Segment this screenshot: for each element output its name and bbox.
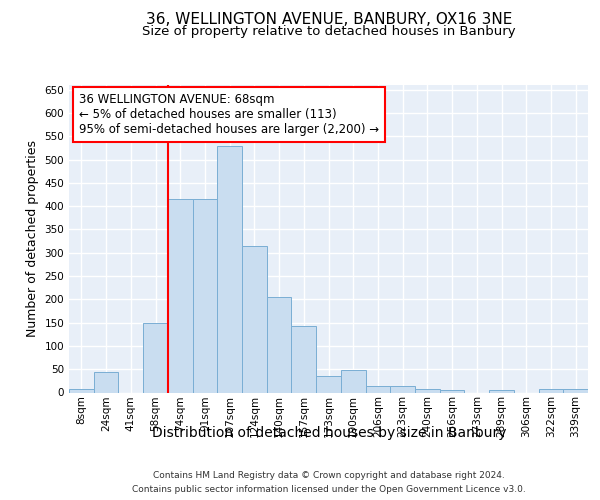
Bar bbox=[539, 389, 563, 392]
Text: Contains HM Land Registry data © Crown copyright and database right 2024.: Contains HM Land Registry data © Crown c… bbox=[153, 472, 505, 480]
Bar bbox=[168, 199, 193, 392]
Text: Size of property relative to detached houses in Banbury: Size of property relative to detached ho… bbox=[142, 25, 515, 38]
Text: Contains public sector information licensed under the Open Government Licence v3: Contains public sector information licen… bbox=[132, 484, 526, 494]
Text: 36 WELLINGTON AVENUE: 68sqm
← 5% of detached houses are smaller (113)
95% of sem: 36 WELLINGTON AVENUE: 68sqm ← 5% of deta… bbox=[79, 92, 380, 136]
Bar bbox=[267, 297, 292, 392]
Text: 36, WELLINGTON AVENUE, BANBURY, OX16 3NE: 36, WELLINGTON AVENUE, BANBURY, OX16 3NE bbox=[146, 12, 512, 28]
Bar bbox=[390, 386, 415, 392]
Bar bbox=[365, 386, 390, 392]
Bar bbox=[415, 389, 440, 392]
Bar bbox=[143, 322, 168, 392]
Bar bbox=[242, 246, 267, 392]
Bar bbox=[440, 390, 464, 392]
Bar bbox=[341, 370, 365, 392]
Text: Distribution of detached houses by size in Banbury: Distribution of detached houses by size … bbox=[152, 426, 506, 440]
Bar bbox=[94, 372, 118, 392]
Bar bbox=[489, 390, 514, 392]
Bar bbox=[563, 389, 588, 392]
Bar bbox=[292, 326, 316, 392]
Bar bbox=[69, 389, 94, 392]
Bar bbox=[217, 146, 242, 392]
Bar bbox=[316, 376, 341, 392]
Y-axis label: Number of detached properties: Number of detached properties bbox=[26, 140, 39, 337]
Bar bbox=[193, 199, 217, 392]
